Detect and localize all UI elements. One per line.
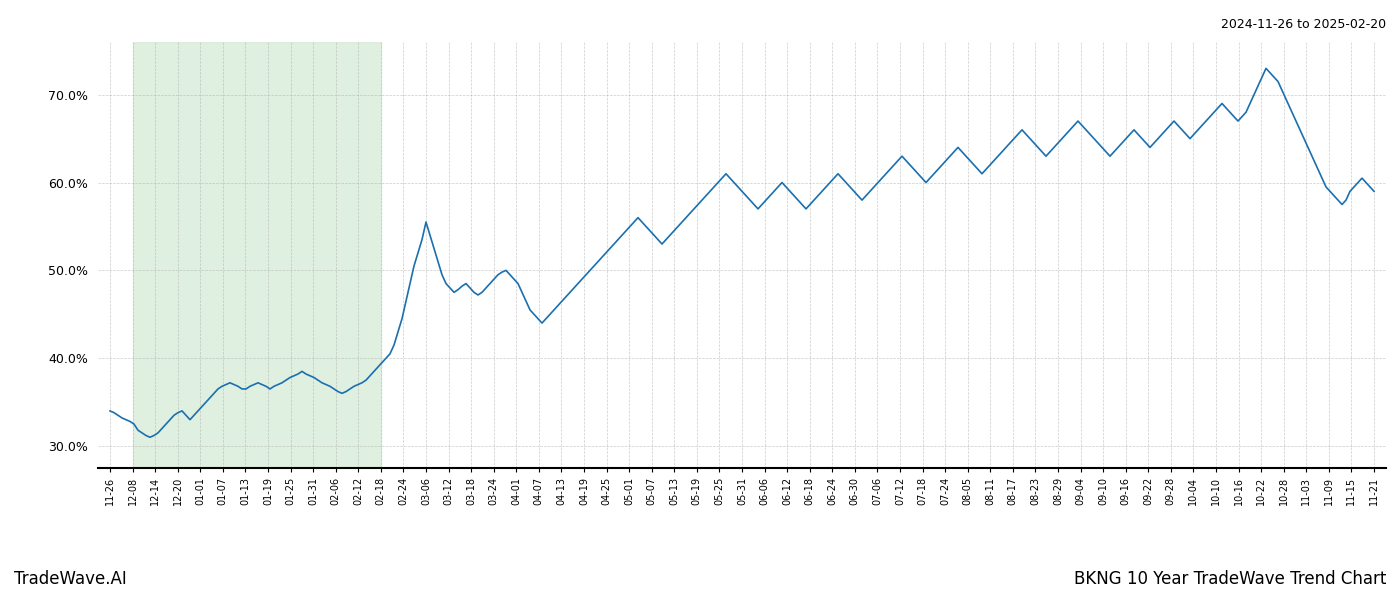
Text: BKNG 10 Year TradeWave Trend Chart: BKNG 10 Year TradeWave Trend Chart	[1074, 570, 1386, 588]
Text: 2024-11-26 to 2025-02-20: 2024-11-26 to 2025-02-20	[1221, 18, 1386, 31]
Text: TradeWave.AI: TradeWave.AI	[14, 570, 127, 588]
Bar	[133, 42, 381, 468]
